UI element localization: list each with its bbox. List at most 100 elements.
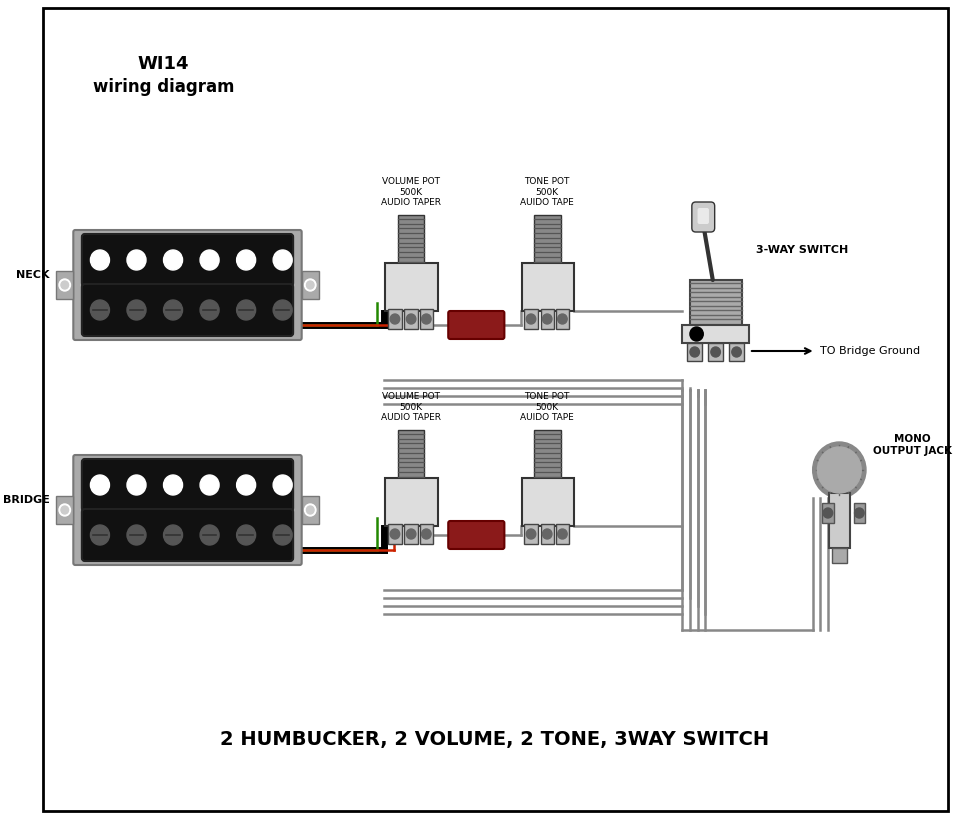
Circle shape [163, 300, 183, 320]
Circle shape [542, 529, 552, 539]
Bar [389, 524, 401, 544]
Text: TO Bridge Ground: TO Bridge Ground [820, 346, 921, 356]
Text: 3-WAY SWITCH: 3-WAY SWITCH [755, 245, 848, 255]
Bar [302, 496, 319, 524]
Bar [556, 524, 570, 544]
Bar [386, 263, 438, 311]
Circle shape [422, 529, 431, 539]
Circle shape [273, 525, 292, 545]
Circle shape [732, 347, 742, 357]
Circle shape [689, 327, 703, 341]
Text: BRIDGE: BRIDGE [3, 495, 49, 505]
Circle shape [127, 300, 146, 320]
Bar [404, 309, 418, 329]
Text: MONO
OUTPUT JACK: MONO OUTPUT JACK [872, 434, 952, 456]
Text: 0.047: 0.047 [458, 320, 493, 330]
Bar [689, 280, 743, 325]
Circle shape [200, 525, 220, 545]
Bar [389, 309, 401, 329]
Circle shape [237, 250, 255, 270]
Circle shape [200, 475, 220, 495]
Text: 2 HUMBUCKER, 2 VOLUME, 2 TONE, 3WAY SWITCH: 2 HUMBUCKER, 2 VOLUME, 2 TONE, 3WAY SWIT… [220, 731, 770, 749]
Circle shape [558, 314, 568, 324]
Circle shape [305, 279, 316, 291]
FancyBboxPatch shape [82, 284, 293, 336]
Circle shape [163, 475, 183, 495]
Circle shape [542, 314, 552, 324]
Circle shape [391, 314, 399, 324]
Bar [534, 215, 561, 267]
Bar [541, 524, 554, 544]
Circle shape [305, 504, 316, 516]
Circle shape [61, 506, 69, 514]
Circle shape [823, 508, 833, 518]
Bar [524, 309, 538, 329]
Bar [524, 524, 538, 544]
Bar [683, 325, 748, 343]
FancyBboxPatch shape [82, 509, 293, 561]
Text: TONE POT
500K
AUIDO TAPE: TONE POT 500K AUIDO TAPE [520, 392, 574, 422]
Circle shape [526, 314, 536, 324]
Circle shape [406, 314, 416, 324]
Circle shape [127, 250, 146, 270]
Circle shape [127, 475, 146, 495]
Text: wiring diagram: wiring diagram [93, 78, 234, 96]
Bar [302, 271, 319, 299]
Bar [397, 215, 425, 267]
Circle shape [163, 525, 183, 545]
Circle shape [406, 529, 416, 539]
Bar [729, 343, 745, 361]
FancyBboxPatch shape [73, 455, 302, 565]
Bar [708, 343, 723, 361]
Circle shape [812, 442, 866, 498]
Circle shape [526, 529, 536, 539]
Circle shape [817, 447, 862, 493]
Bar [822, 503, 834, 523]
FancyBboxPatch shape [697, 208, 709, 224]
Bar [386, 478, 438, 526]
Bar [854, 503, 865, 523]
Bar [56, 271, 73, 299]
Text: VOLUME POT
500K
AUDIO TAPER: VOLUME POT 500K AUDIO TAPER [381, 392, 441, 422]
Circle shape [59, 279, 71, 291]
Bar [832, 548, 847, 563]
Circle shape [127, 525, 146, 545]
Circle shape [711, 347, 720, 357]
Text: NECK: NECK [16, 270, 49, 280]
FancyBboxPatch shape [73, 230, 302, 340]
Circle shape [91, 300, 109, 320]
Circle shape [689, 347, 699, 357]
Bar [420, 309, 433, 329]
Bar [541, 309, 554, 329]
Circle shape [237, 300, 255, 320]
Circle shape [307, 281, 314, 289]
Text: TONE POT
500K
AUIDO TAPE: TONE POT 500K AUIDO TAPE [520, 177, 574, 207]
Bar [688, 343, 702, 361]
Circle shape [273, 300, 292, 320]
Circle shape [237, 475, 255, 495]
FancyBboxPatch shape [449, 521, 505, 549]
Circle shape [163, 250, 183, 270]
Circle shape [558, 529, 568, 539]
Bar [404, 524, 418, 544]
Circle shape [391, 529, 399, 539]
Text: WI14: WI14 [138, 55, 190, 73]
Circle shape [307, 506, 314, 514]
Circle shape [200, 250, 220, 270]
Bar [829, 493, 850, 548]
Text: 0.047: 0.047 [458, 530, 493, 540]
Circle shape [273, 475, 292, 495]
Bar [420, 524, 433, 544]
FancyBboxPatch shape [449, 311, 505, 339]
Circle shape [91, 525, 109, 545]
Bar [56, 496, 73, 524]
Bar [534, 430, 561, 482]
Circle shape [200, 300, 220, 320]
Circle shape [59, 504, 71, 516]
Bar [397, 430, 425, 482]
FancyBboxPatch shape [82, 459, 293, 511]
Circle shape [91, 475, 109, 495]
Bar [521, 263, 573, 311]
Circle shape [273, 250, 292, 270]
Circle shape [91, 250, 109, 270]
